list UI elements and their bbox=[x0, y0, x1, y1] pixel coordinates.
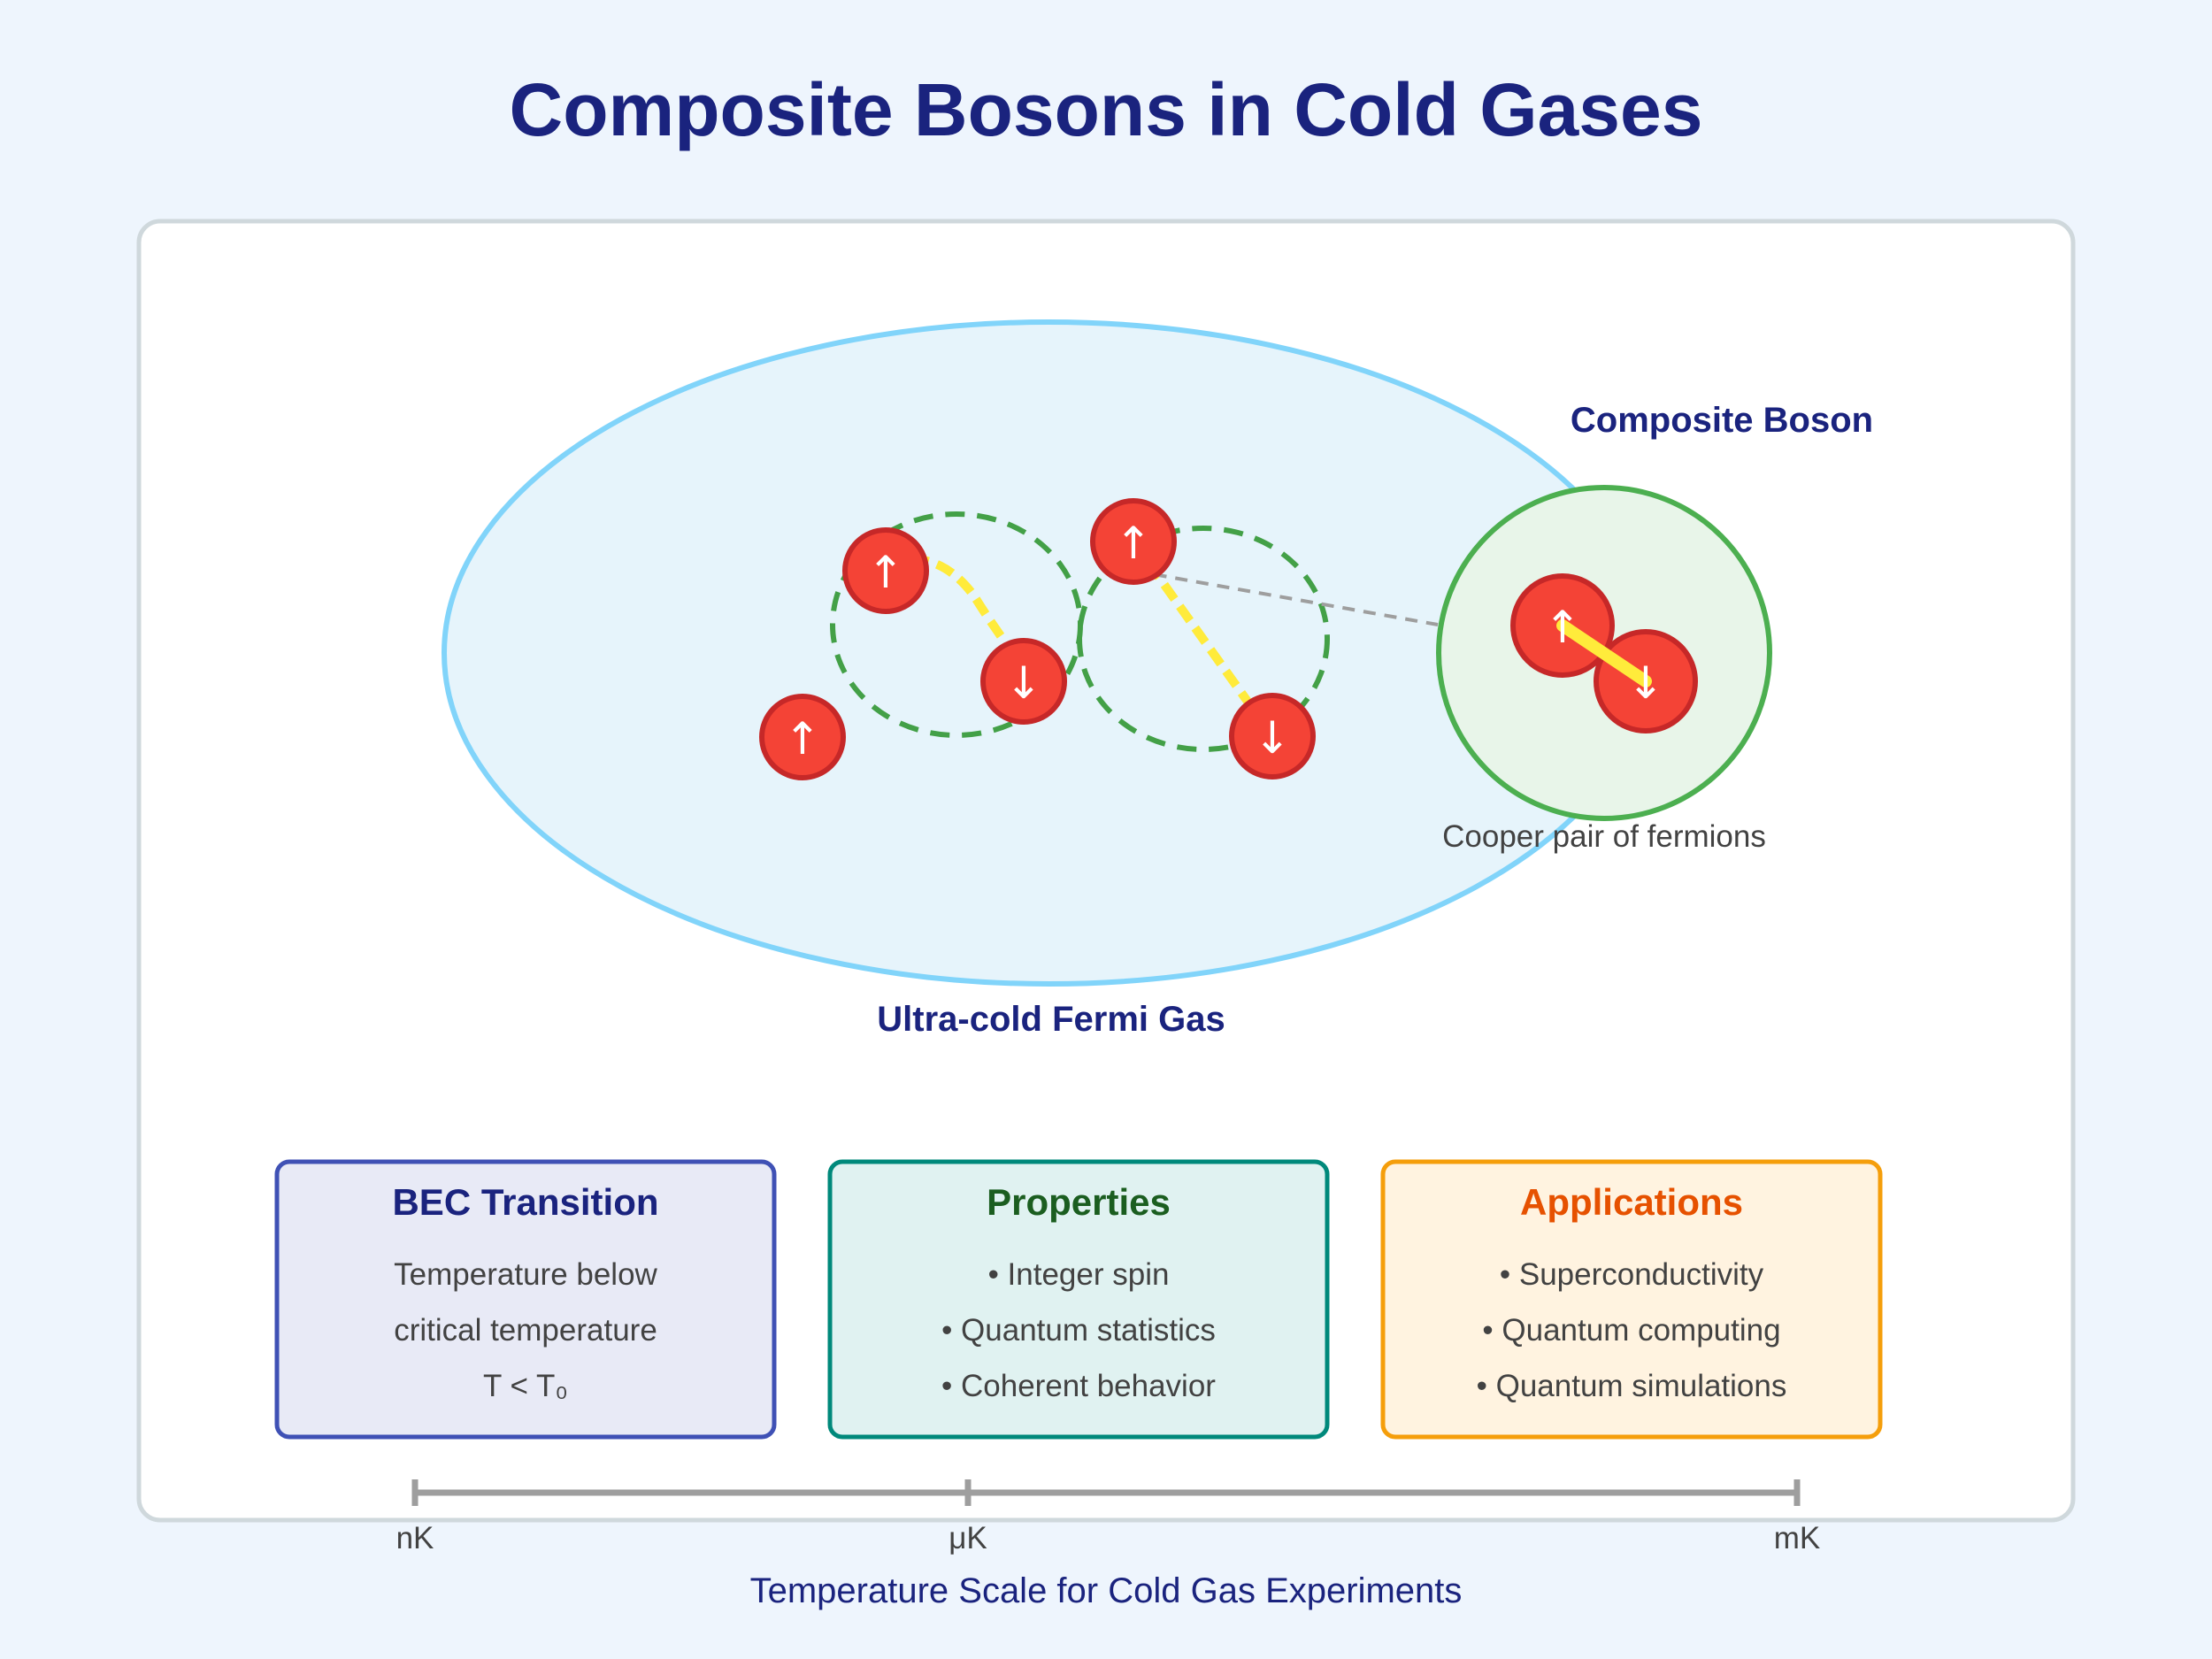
card-line: • Coherent behavior bbox=[941, 1369, 1216, 1403]
card-title: BEC Transition bbox=[392, 1181, 658, 1223]
card-line: • Integer spin bbox=[988, 1257, 1170, 1292]
card-title: Properties bbox=[987, 1181, 1171, 1223]
card-bec-transition: BEC Transition Temperature below critica… bbox=[274, 1159, 777, 1440]
fermion-particle: ↑ bbox=[842, 527, 929, 614]
card-properties-box bbox=[827, 1159, 1330, 1440]
fermion-particle: ↓ bbox=[980, 638, 1067, 725]
cooper-bond bbox=[1556, 619, 1652, 687]
composite-boson-label: Composite Boson bbox=[1571, 401, 1873, 440]
spin-down-arrow: ↓ bbox=[1254, 712, 1291, 764]
scale-tick-label: μK bbox=[949, 1521, 987, 1555]
card-line: Temperature below bbox=[394, 1257, 657, 1292]
pair-halo bbox=[1077, 526, 1330, 752]
card-title: Applications bbox=[1520, 1181, 1743, 1223]
card-applications-box bbox=[1380, 1159, 1883, 1440]
spin-up-arrow: ↑ bbox=[784, 713, 821, 764]
card-line: critical temperature bbox=[394, 1313, 657, 1348]
card-line: T < T₀ bbox=[483, 1369, 568, 1403]
spin-up-arrow: ↑ bbox=[1115, 518, 1152, 569]
card-applications: Applications • Superconductivity • Quant… bbox=[1380, 1159, 1883, 1440]
composite-boson-caption: Cooper pair of fermions bbox=[1442, 819, 1766, 854]
card-properties: Properties • Integer spin • Quantum stat… bbox=[827, 1159, 1330, 1440]
card-line: • Quantum statistics bbox=[941, 1313, 1216, 1348]
card-bec-transition-box bbox=[274, 1159, 777, 1440]
fermion-particle: ↓ bbox=[1229, 693, 1316, 780]
temperature-scale: nK μK mK Temperature Scale for Cold Gas … bbox=[396, 1479, 1821, 1610]
fermi-gas-label: Ultra-cold Fermi Gas bbox=[877, 1000, 1225, 1039]
scale-tick-label: mK bbox=[1774, 1521, 1821, 1555]
spin-down-arrow: ↓ bbox=[1627, 657, 1664, 709]
card-line: • Quantum computing bbox=[1482, 1313, 1780, 1348]
fermion-particle: ↑ bbox=[759, 694, 846, 780]
spin-down-arrow: ↓ bbox=[1005, 657, 1042, 709]
spin-up-arrow: ↑ bbox=[1544, 602, 1581, 653]
diagram-title: Composite Bosons in Cold Gases bbox=[510, 68, 1703, 151]
card-line: • Quantum simulations bbox=[1477, 1369, 1787, 1403]
card-line: • Superconductivity bbox=[1500, 1257, 1764, 1292]
spin-up-arrow: ↑ bbox=[867, 547, 904, 598]
scale-label: Temperature Scale for Cold Gas Experimen… bbox=[750, 1571, 1463, 1610]
scale-tick-label: nK bbox=[396, 1521, 434, 1555]
fermion-particle: ↑ bbox=[1090, 498, 1177, 585]
connector-line bbox=[1133, 569, 1439, 626]
